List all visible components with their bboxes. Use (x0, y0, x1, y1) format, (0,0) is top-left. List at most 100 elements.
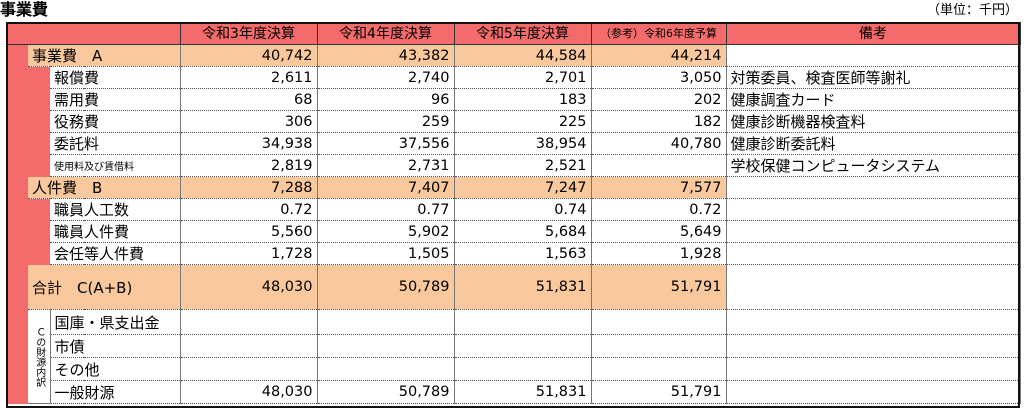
cell: 5,649 (591, 220, 727, 243)
cell: 259 (317, 110, 455, 133)
label-supplies: 需用費 (50, 88, 181, 111)
label-part-cost: 会任等人件費 (50, 242, 181, 265)
row-part-cost: 会任等人件費 1,728 1,505 1,563 1,928 (6, 242, 1021, 265)
cell: 44,584 (454, 44, 592, 67)
cell: 306 (180, 110, 318, 133)
cell: 0.74 (454, 198, 592, 221)
cell: 40,742 (180, 44, 318, 67)
sub-band (28, 198, 50, 265)
label-consign: 委託料 (50, 132, 181, 155)
cell: 50,789 (317, 380, 455, 404)
remark (726, 380, 1021, 404)
cell: 7,577 (591, 176, 727, 199)
header-remarks: 備考 (726, 22, 1021, 45)
cell: 50,789 (317, 264, 455, 310)
label-services: 役務費 (50, 110, 181, 133)
left-band (6, 309, 28, 404)
cell: 2,611 (180, 66, 318, 89)
remark (726, 198, 1021, 221)
remark: 健康調査カード (726, 88, 1021, 111)
cell: 0.77 (317, 198, 455, 221)
label-business: 事業費 A (28, 44, 181, 67)
row-personnel: 人件費 B 7,288 7,407 7,247 7,577 (6, 176, 1021, 199)
cell: 202 (591, 88, 727, 111)
cell (454, 309, 592, 335)
cell: 51,791 (591, 380, 727, 404)
label-other: その他 (50, 357, 181, 381)
row-total: 合計 C(A+B) 48,030 50,789 51,831 51,791 (6, 264, 1021, 310)
cell (591, 309, 727, 335)
cell (591, 334, 727, 358)
cell: 1,928 (591, 242, 727, 265)
cell (591, 154, 727, 177)
label-treasury: 国庫・県支出金 (50, 309, 181, 335)
cell: 34,938 (180, 132, 318, 155)
header-blank (6, 22, 181, 45)
label-personnel: 人件費 B (28, 176, 181, 199)
remark (726, 357, 1021, 381)
remark: 健康診断委託料 (726, 132, 1021, 155)
cell: 96 (317, 88, 455, 111)
remark (726, 176, 1021, 199)
cell (591, 357, 727, 381)
remark (726, 220, 1021, 243)
cell: 51,831 (454, 380, 592, 404)
cell: 1,505 (317, 242, 455, 265)
cell: 43,382 (317, 44, 455, 67)
row-bond: 市債 (6, 334, 1021, 358)
cell: 2,819 (180, 154, 318, 177)
cell: 2,521 (454, 154, 592, 177)
cell (454, 357, 592, 381)
cell: 38,954 (454, 132, 592, 155)
cell: 5,684 (454, 220, 592, 243)
unit-note: （単位：千円） (926, 3, 1018, 18)
row-other: その他 (6, 357, 1021, 381)
cell: 0.72 (591, 198, 727, 221)
cell: 7,247 (454, 176, 592, 199)
header-y5: 令和5年度決算 (454, 22, 592, 45)
cell: 44,214 (591, 44, 727, 67)
row-general: 一般財源 48,030 50,789 51,831 51,791 (6, 380, 1021, 404)
cell: 2,731 (317, 154, 455, 177)
cell (180, 334, 318, 358)
remark: 対策委員、検査医師等謝礼 (726, 66, 1021, 89)
remark (726, 242, 1021, 265)
cell: 2,701 (454, 66, 592, 89)
row-rental: 使用料及び賃借料 2,819 2,731 2,521 学校保健コンピュータシステ… (6, 154, 1021, 177)
cell: 68 (180, 88, 318, 111)
header-y4: 令和4年度決算 (317, 22, 455, 45)
cell: 7,407 (317, 176, 455, 199)
row-staff-count: 職員人工数 0.72 0.77 0.74 0.72 (6, 198, 1021, 265)
cell: 7,288 (180, 176, 318, 199)
cell: 182 (591, 110, 727, 133)
label-bond: 市債 (50, 334, 181, 358)
row-services: 役務費 306 259 225 182 健康診断機器検査料 (6, 110, 1021, 133)
remark: 学校保健コンピュータシステム (726, 154, 1021, 177)
left-band (6, 44, 28, 310)
row-treasury: Ｃの財源内訳 国庫・県支出金 (6, 309, 1021, 404)
cell: 48,030 (180, 264, 318, 310)
cell (317, 309, 455, 335)
label-total: 合計 C(A+B) (28, 264, 181, 310)
sub-band (28, 66, 50, 177)
remark (726, 309, 1021, 335)
cell: 40,780 (591, 132, 727, 155)
header-row: 令和3年度決算 令和4年度決算 令和5年度決算 （参考）令和6年度予算 備考 (6, 22, 1021, 45)
cell: 48,030 (180, 380, 318, 404)
row-reward: 報償費 2,611 2,740 2,701 3,050 対策委員、検査医師等謝礼 (6, 66, 1021, 177)
header-y6: （参考）令和6年度予算 (591, 22, 727, 45)
remark (726, 44, 1021, 67)
cell: 5,560 (180, 220, 318, 243)
row-supplies: 需用費 68 96 183 202 健康調査カード (6, 88, 1021, 111)
cell: 37,556 (317, 132, 455, 155)
budget-table: 令和3年度決算 令和4年度決算 令和5年度決算 （参考）令和6年度予算 備考 事… (6, 22, 1021, 404)
label-general: 一般財源 (50, 380, 181, 404)
cell: 51,831 (454, 264, 592, 310)
cell (317, 357, 455, 381)
remark: 健康診断機器検査料 (726, 110, 1021, 133)
cell: 2,740 (317, 66, 455, 89)
label-rental: 使用料及び賃借料 (50, 154, 181, 177)
header-y3: 令和3年度決算 (180, 22, 318, 45)
page-title: 事業費 (0, 0, 49, 19)
remark (726, 334, 1021, 358)
